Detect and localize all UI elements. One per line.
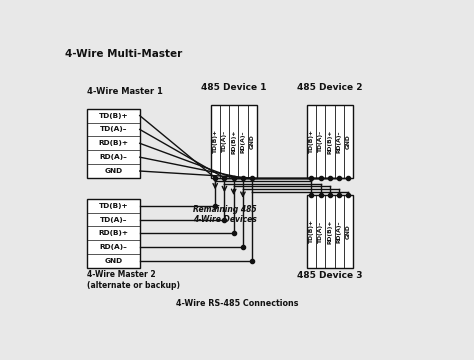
- Text: TD(A)–: TD(A)–: [318, 130, 323, 152]
- Text: TD(B)+: TD(B)+: [309, 220, 314, 243]
- Text: TD(B)+: TD(B)+: [99, 113, 128, 118]
- Text: GND: GND: [104, 258, 123, 264]
- Text: RD(B)+: RD(B)+: [231, 129, 236, 154]
- Text: 4-Wire RS-485 Connections: 4-Wire RS-485 Connections: [176, 299, 299, 308]
- Text: 485 Device 2: 485 Device 2: [297, 84, 363, 93]
- Text: RD(B)+: RD(B)+: [99, 230, 128, 237]
- Text: GND: GND: [346, 134, 351, 149]
- Text: TD(B)+: TD(B)+: [213, 129, 218, 153]
- Text: Remaining 485
4-Wire Devices: Remaining 485 4-Wire Devices: [193, 204, 257, 224]
- Text: GND: GND: [250, 134, 255, 149]
- Text: 4-Wire Master 2
(alternate or backup): 4-Wire Master 2 (alternate or backup): [87, 270, 181, 290]
- Text: RD(A)–: RD(A)–: [240, 130, 246, 153]
- Text: RD(A)–: RD(A)–: [337, 220, 342, 243]
- Text: 4-Wire Multi-Master: 4-Wire Multi-Master: [65, 49, 182, 59]
- Text: RD(B)+: RD(B)+: [99, 140, 128, 146]
- Text: TD(A)–: TD(A)–: [100, 216, 128, 222]
- Text: TD(A)–: TD(A)–: [222, 130, 227, 152]
- Text: TD(B)+: TD(B)+: [309, 129, 314, 153]
- Bar: [307, 105, 353, 178]
- Text: GND: GND: [346, 224, 351, 239]
- Bar: [87, 199, 140, 268]
- Text: TD(A)–: TD(A)–: [318, 220, 323, 243]
- Text: RD(A)–: RD(A)–: [100, 244, 128, 250]
- Text: 485 Device 1: 485 Device 1: [201, 84, 266, 93]
- Bar: [210, 105, 257, 178]
- Text: TD(A)–: TD(A)–: [100, 126, 128, 132]
- Text: RD(A)–: RD(A)–: [337, 130, 342, 153]
- Text: RD(A)–: RD(A)–: [100, 154, 128, 160]
- Text: GND: GND: [104, 168, 123, 174]
- Text: RD(B)+: RD(B)+: [328, 129, 332, 154]
- Bar: [87, 109, 140, 178]
- Text: TD(B)+: TD(B)+: [99, 203, 128, 209]
- Text: 4-Wire Master 1: 4-Wire Master 1: [87, 87, 163, 96]
- Text: 485 Device 3: 485 Device 3: [297, 271, 363, 280]
- Bar: [307, 195, 353, 268]
- Text: RD(B)+: RD(B)+: [328, 219, 332, 244]
